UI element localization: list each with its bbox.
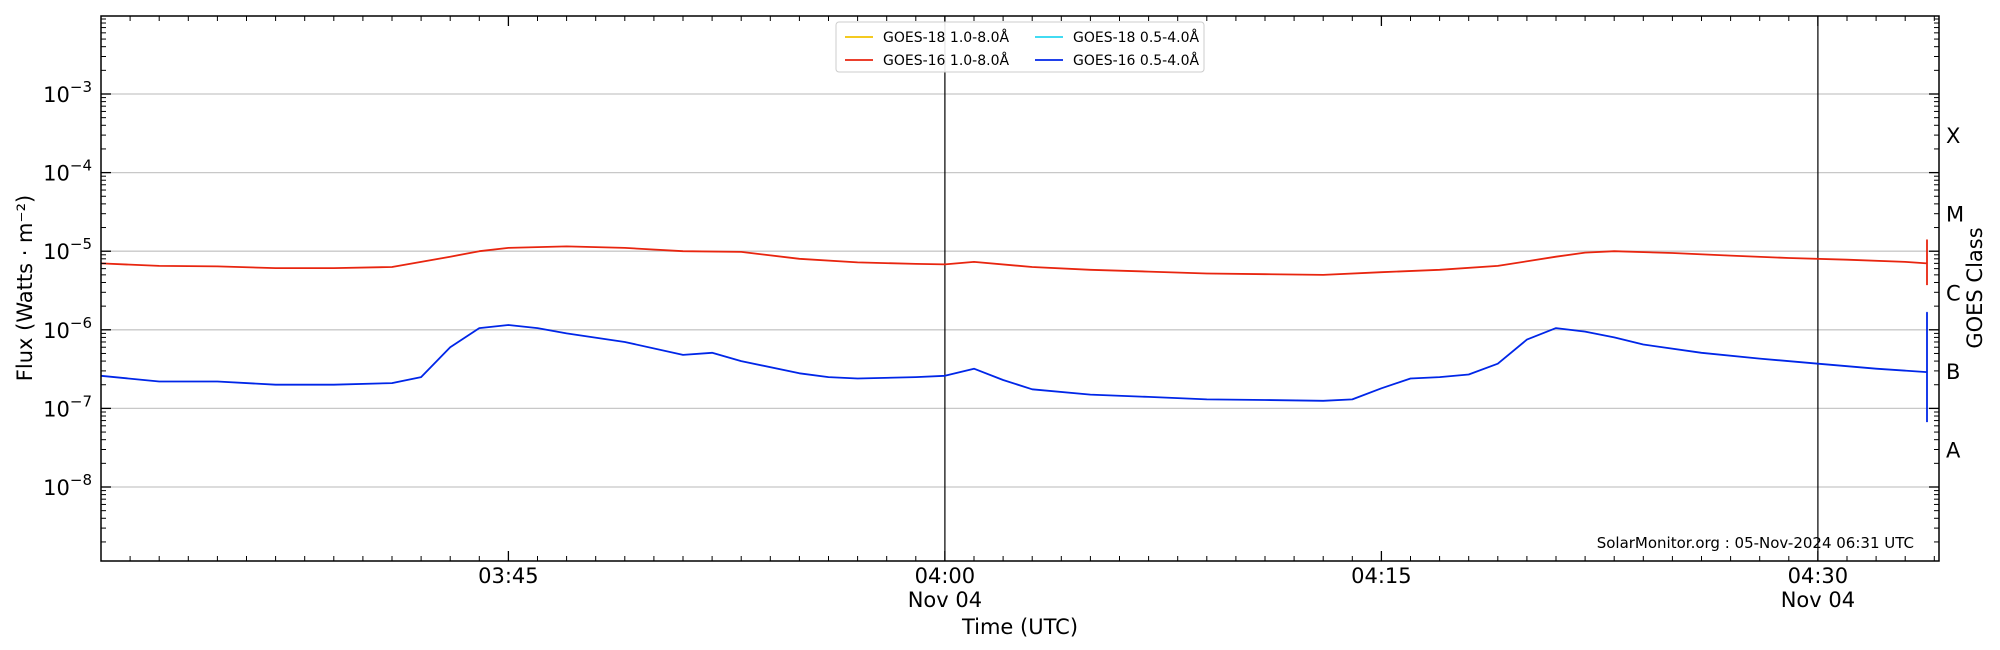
series-line-goes-16-1-0-8-0- — [100, 239, 1928, 286]
goes-class-a: A — [1946, 438, 1961, 462]
y-tick-label: 10−6 — [43, 314, 92, 343]
y-tick-label: 10−4 — [43, 157, 92, 186]
legend-label: GOES-18 1.0-8.0Å — [883, 29, 1009, 46]
goes-class-labels: X M C B A — [1946, 124, 1964, 462]
goes-class-m: M — [1946, 203, 1964, 227]
x-axis-title: Time (UTC) — [961, 615, 1078, 639]
x-tick-label: 03:45 — [478, 564, 539, 588]
axis-ticks — [101, 16, 1939, 561]
goes-class-x: X — [1946, 124, 1960, 148]
right-axis-title: GOES Class — [1963, 227, 1987, 348]
series-line-goes-16-0-5-4-0- — [100, 311, 1928, 423]
legend-box — [835, 21, 1205, 73]
x-tick-label: 04:00 — [915, 564, 976, 588]
y-tick-label: 10−7 — [43, 392, 92, 421]
y-tick-label: 10−3 — [43, 78, 92, 107]
grid-lines — [101, 93, 1939, 488]
x-tick-label: 04:15 — [1351, 564, 1412, 588]
flux-series — [100, 239, 1928, 423]
goes-class-c: C — [1946, 281, 1961, 305]
legend-items: GOES-18 1.0-8.0Å GOES-18 0.5-4.0Å GOES-16 … — [845, 29, 1199, 69]
y-tick-label: 10−8 — [43, 471, 92, 500]
x-tick-date-label: Nov 04 — [908, 588, 982, 612]
plot-frame — [100, 15, 1940, 562]
x-tick-label: 04:30 — [1788, 564, 1849, 588]
y-tick-label: 10−5 — [43, 235, 92, 264]
legend: GOES-18 1.0-8.0Å GOES-18 0.5-4.0Å GOES-16 … — [835, 21, 1205, 73]
source-annotation: SolarMonitor.org : 05-Nov-2024 06:31 UTC — [1597, 534, 1914, 552]
x-tick-date-label: Nov 04 — [1781, 588, 1855, 612]
goes-class-b: B — [1946, 360, 1960, 384]
day-boundary-lines — [944, 16, 1819, 561]
legend-label: GOES-16 0.5-4.0Å — [1073, 52, 1199, 69]
legend-label: GOES-18 0.5-4.0Å — [1073, 29, 1199, 46]
y-axis-title: Flux (Watts · m⁻²) — [13, 195, 37, 381]
legend-label: GOES-16 1.0-8.0Å — [883, 52, 1009, 69]
y-tick-labels: 10−3 10−4 10−5 10−6 10−7 10−8 — [43, 78, 92, 500]
